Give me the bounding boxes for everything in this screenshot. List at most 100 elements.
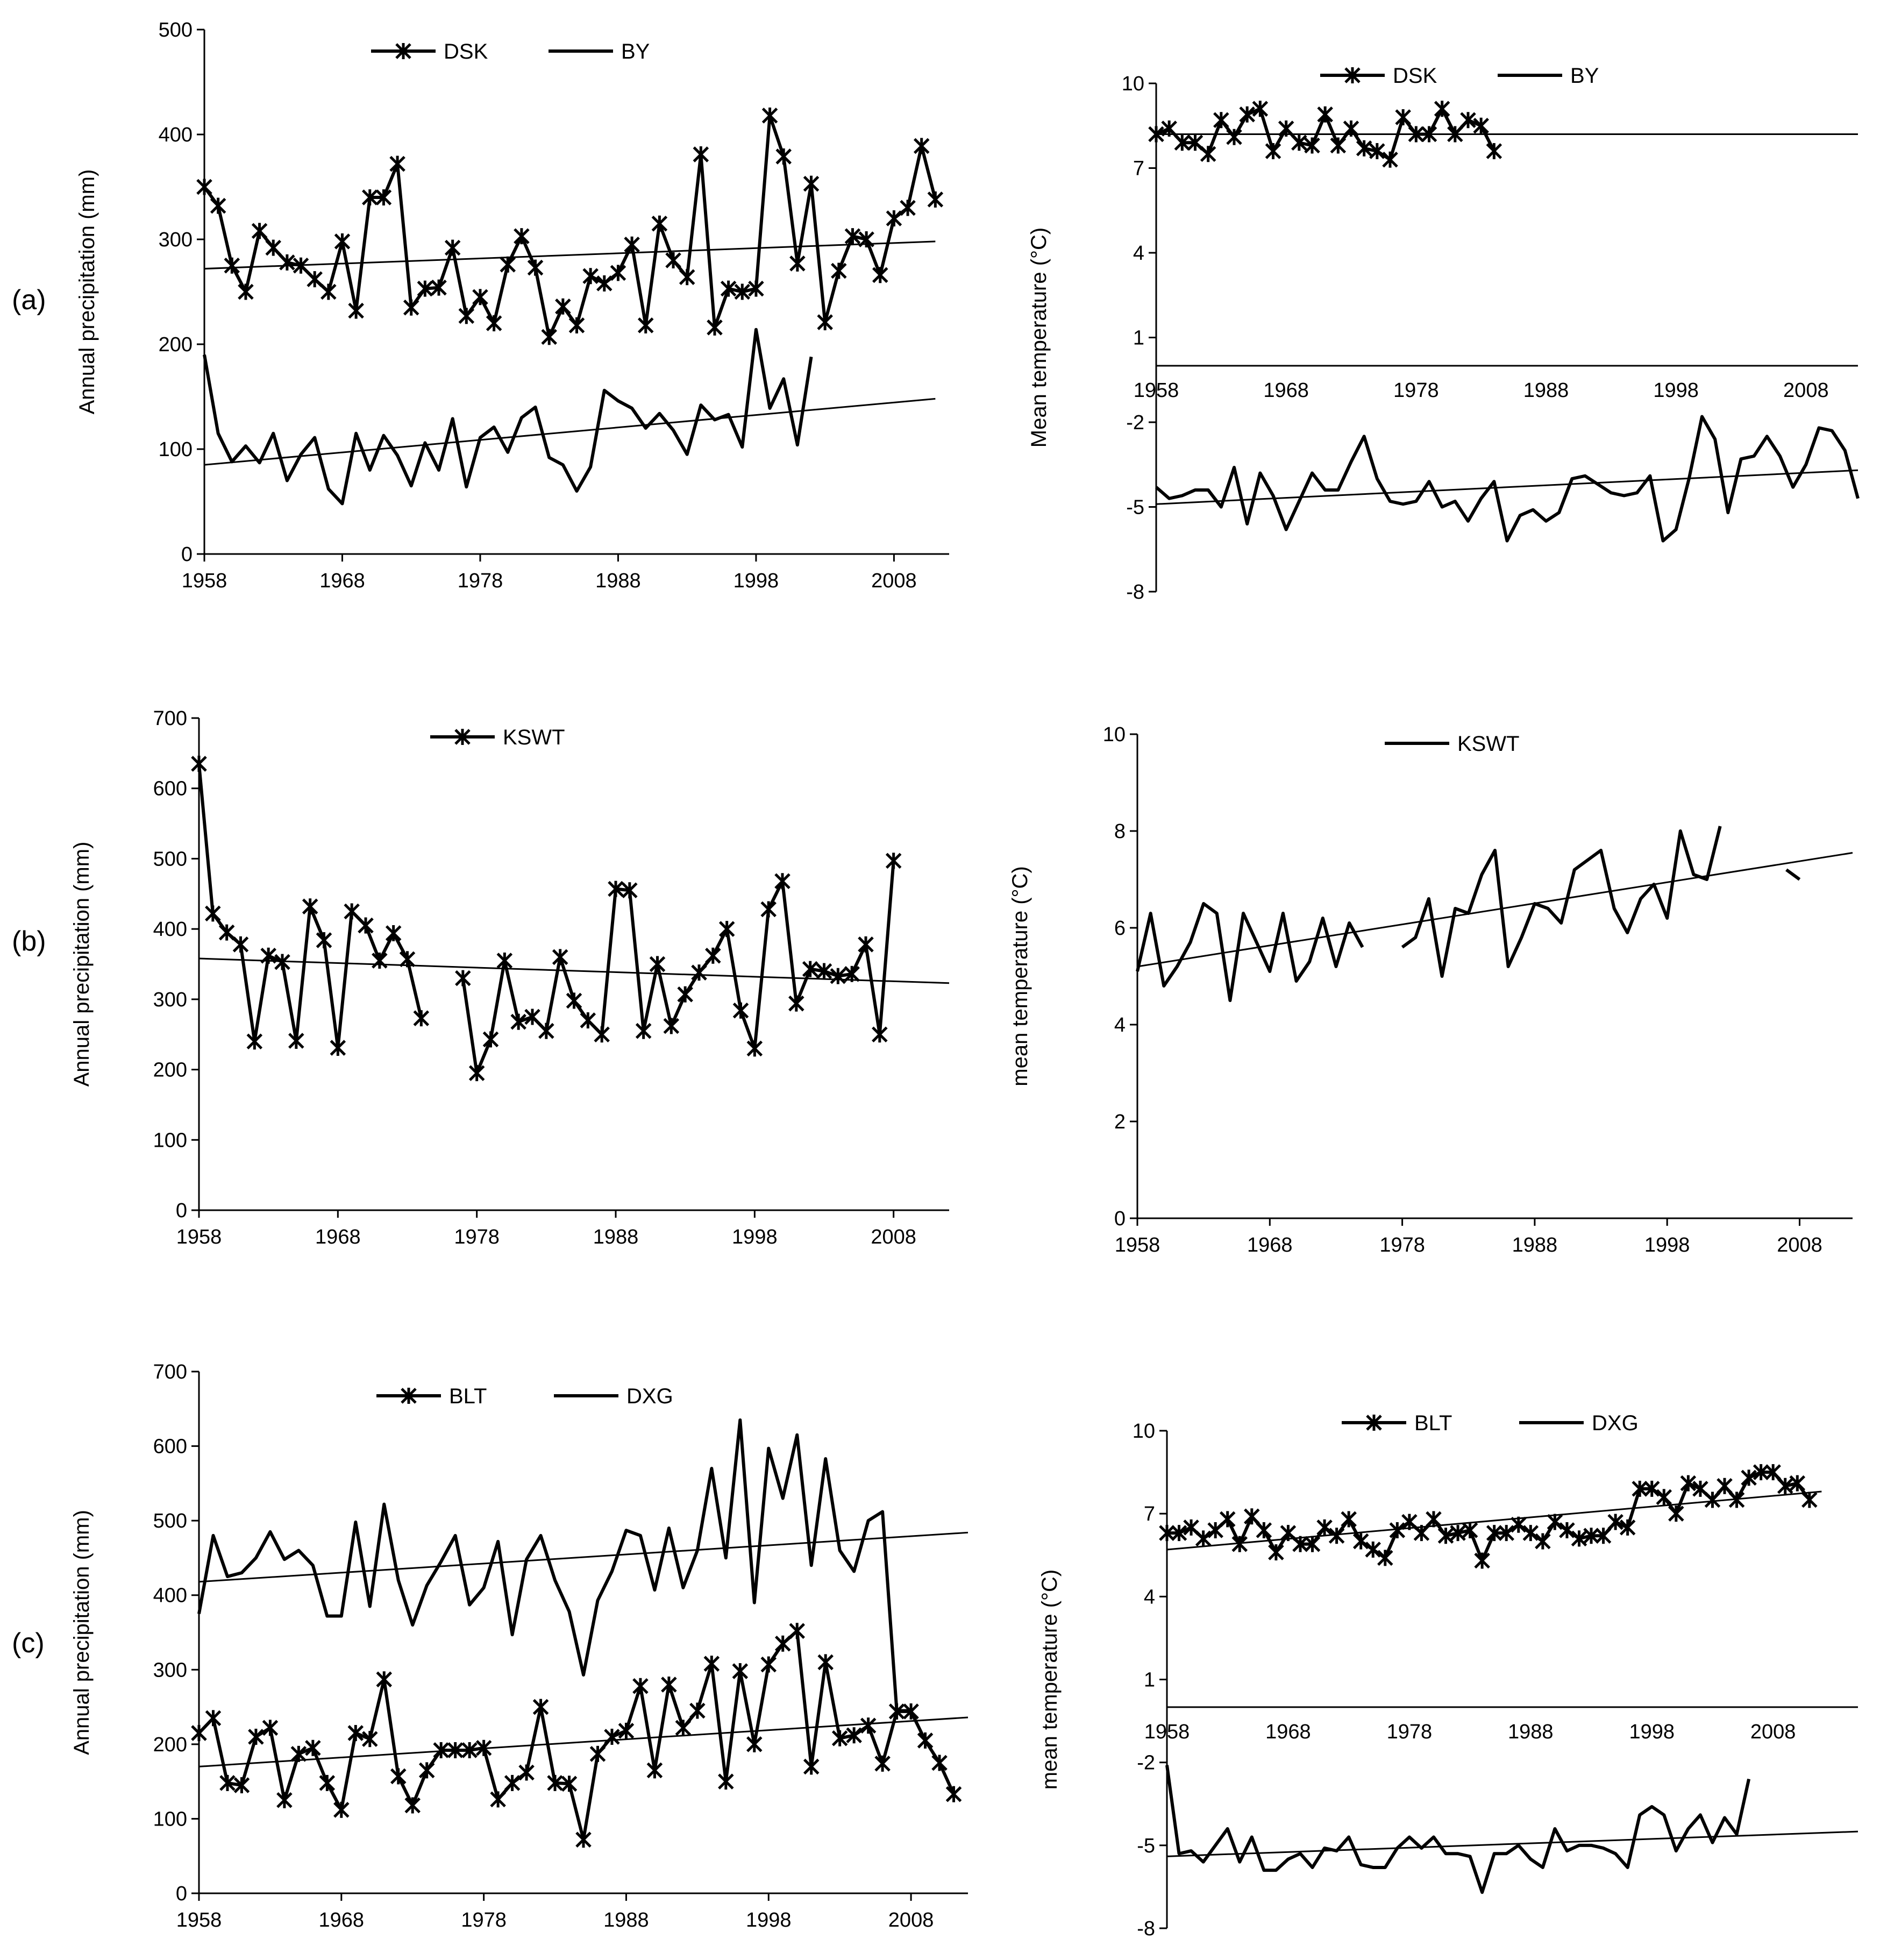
x-tick-label: 1988	[603, 1909, 649, 1931]
y-tick-label: 600	[153, 1436, 187, 1458]
x-tick-label: 1958	[176, 1226, 222, 1248]
y-tick-label: 0	[1114, 1208, 1126, 1230]
x-tick-label: 1968	[319, 570, 365, 592]
y-tick-label: 7	[1144, 1503, 1155, 1525]
x-tick-label: 2008	[1750, 1721, 1796, 1743]
y-tick-label: 2	[1114, 1111, 1126, 1133]
x-tick-label: 1998	[1653, 379, 1699, 402]
y-tick-label: -8	[1137, 1918, 1155, 1940]
legend-label-DXG: DXG	[626, 1384, 673, 1408]
y-tick-label: 1	[1144, 1669, 1155, 1692]
y-tick-label: 4	[1114, 1014, 1126, 1036]
chart-c-precip: 0 100 200 300 400 500 600 700 1958 1968 1978 1988 19…	[70, 1361, 969, 1931]
chart-a-precip: 0 100 200 300 400 500 1958 1968 1978 1988 1998 2008…	[75, 19, 949, 592]
panel-label-b: (b)	[12, 926, 46, 957]
x-tick-label: 1998	[1629, 1721, 1675, 1743]
y-tick-label: 8	[1114, 820, 1126, 843]
y-tick-label: 10	[1122, 73, 1144, 95]
legend-label-DSK: DSK	[444, 40, 488, 63]
y-tick-label: -5	[1126, 496, 1144, 519]
y-tick-label: 300	[153, 989, 187, 1011]
trend-line	[1166, 1830, 1858, 1857]
x-tick-label: 2008	[888, 1909, 934, 1931]
series-line-KSWT	[1785, 868, 1801, 881]
x-tick-label: 1998	[746, 1909, 792, 1931]
x-tick-label: 1978	[1393, 379, 1439, 402]
y-tick-label: 6	[1114, 917, 1126, 940]
series-line-BLT	[197, 1629, 956, 1842]
x-tick-label: 2008	[871, 570, 917, 592]
y-tick-label: 400	[153, 1585, 187, 1607]
x-tick-label: 1968	[1265, 1721, 1311, 1743]
x-tick-label: 1958	[176, 1909, 222, 1931]
series-line-DXG	[1165, 1765, 1751, 1894]
x-tick-label: 1988	[1523, 379, 1569, 402]
y-tick-label: 100	[159, 438, 193, 461]
y-tick-label: 10	[1133, 1420, 1155, 1443]
y-tick-label: 100	[153, 1129, 187, 1152]
series-line-BY	[203, 328, 813, 506]
y-tick-label: 500	[153, 1510, 187, 1532]
x-tick-label: 1958	[182, 570, 227, 592]
trend-line	[204, 240, 936, 270]
x-tick-label: 1978	[461, 1909, 507, 1931]
y-tick-label: 300	[153, 1659, 187, 1681]
y-tick-label: 500	[153, 848, 187, 870]
x-tick-label: 1978	[1387, 1721, 1433, 1743]
y-tick-label: 300	[159, 229, 193, 251]
y-axis-label: Annual precipitation (mm)	[70, 1510, 94, 1755]
x-tick-label: 1998	[1644, 1234, 1690, 1256]
chart-b-precip: 0 100 200 300 400 500 600 700 1958 1968 1978 1988 19…	[70, 707, 950, 1248]
y-axis-label: Mean temperature (°C)	[1027, 228, 1051, 448]
x-tick-label: 1978	[458, 570, 503, 592]
series-line-BLT	[1167, 1471, 1811, 1563]
y-tick-label: -5	[1137, 1835, 1155, 1857]
panel-label-c: (c)	[12, 1628, 45, 1659]
x-tick-label: 1958	[1115, 1234, 1160, 1256]
x-tick-label: 1968	[1247, 1234, 1293, 1256]
x-tick-label: 1988	[1508, 1721, 1554, 1743]
series-line-KSWT	[1136, 902, 1364, 1002]
x-tick-label: 1958	[1134, 379, 1179, 402]
series-line-BY	[1155, 415, 1860, 543]
chart-b-temp: 0 2 4 6 8 10 1958 1968 1978 1988 1998 2008 mean temp…	[1008, 723, 1853, 1256]
y-tick-label: 100	[153, 1808, 187, 1830]
x-tick-label: 1988	[1512, 1234, 1558, 1256]
x-tick-label: 1968	[315, 1226, 361, 1248]
trend-line	[198, 1716, 969, 1767]
y-axis-label: mean temperature (°C)	[1008, 866, 1032, 1086]
legend-label-BLT: BLT	[449, 1384, 487, 1408]
y-tick-label: 1	[1133, 327, 1144, 350]
y-tick-label: 700	[153, 1361, 187, 1383]
legend-label-DSK: DSK	[1393, 64, 1437, 88]
chart-a-temp: -8 -5 -2 1 4 7 10 1958 1968 1978 1988 1998 2008 Mean …	[1027, 64, 1860, 603]
y-axis-label: Annual precipitation (mm)	[75, 169, 99, 415]
legend-label-KSWT: KSWT	[1457, 732, 1520, 756]
x-tick-label: 1978	[1379, 1234, 1425, 1256]
trend-line	[204, 397, 936, 466]
x-tick-label: 1998	[732, 1226, 778, 1248]
y-tick-label: 0	[176, 1199, 187, 1222]
y-tick-label: 600	[153, 778, 187, 800]
panel-label-a: (a)	[12, 285, 46, 316]
series-line-DXG	[197, 1418, 911, 1713]
legend-label-BLT: BLT	[1414, 1411, 1452, 1435]
chart-c-temp: -8 -5 -2 1 4 7 10 1958 1968 1978 1988 1998 2008 mean …	[1038, 1411, 1858, 1940]
y-tick-label: 7	[1133, 158, 1144, 180]
legend-label-BY: BY	[621, 40, 650, 63]
y-tick-label: 700	[153, 707, 187, 730]
x-tick-label: 1958	[1144, 1721, 1190, 1743]
x-tick-label: 2008	[871, 1226, 916, 1248]
y-tick-label: -8	[1126, 581, 1144, 603]
series-line-KSWT	[1401, 826, 1722, 978]
x-tick-label: 1988	[593, 1226, 639, 1248]
x-tick-label: 1978	[454, 1226, 500, 1248]
y-tick-label: -2	[1137, 1752, 1155, 1774]
trend-line	[1137, 852, 1853, 968]
x-tick-label: 1968	[319, 1909, 365, 1931]
x-tick-label: 1988	[595, 570, 641, 592]
y-tick-label: 200	[153, 1734, 187, 1756]
trend-line	[198, 957, 950, 984]
y-axis-label: mean temperature (°C)	[1038, 1570, 1062, 1789]
